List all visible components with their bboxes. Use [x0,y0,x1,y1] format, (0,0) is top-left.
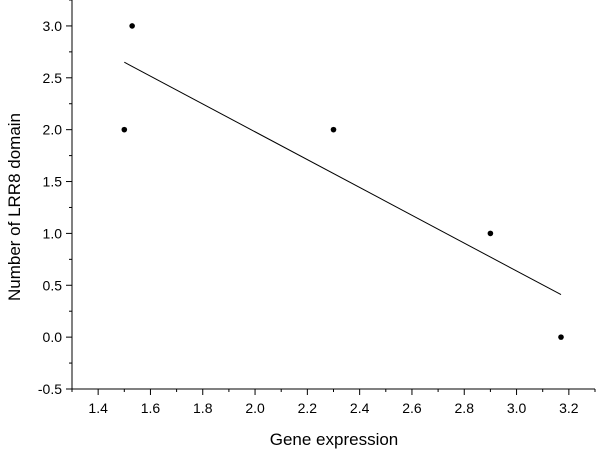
y-tick-label: 1.0 [43,225,63,241]
x-tick-label: 2.6 [402,400,422,416]
y-tick-label: 1.5 [43,174,63,190]
x-tick-label: 2.0 [245,400,265,416]
y-tick-label: 0.5 [43,277,63,293]
y-tick-label: 2.0 [43,122,63,138]
x-tick-label: 2.2 [298,400,318,416]
x-axis-title: Gene expression [270,430,399,449]
x-tick-label: 1.6 [141,400,161,416]
x-tick-label: 1.4 [88,400,108,416]
data-point [558,334,564,340]
axes [71,0,595,390]
x-tick-label: 2.4 [350,400,370,416]
y-tick-label: -0.5 [38,381,62,397]
y-tick-label: 3.0 [43,18,63,34]
x-tick-label: 1.8 [193,400,213,416]
y-axis-title: Number of LRR8 domain [5,113,24,301]
data-point [487,230,494,237]
x-tick-label: 2.8 [455,400,475,416]
y-tick-label: 0.0 [43,329,63,345]
regression-line [124,61,562,296]
y-axis-ticks: -0.5 0.0 0.5 1.0 1.5 2.0 2.5 3.0 [38,0,72,397]
data-point [129,23,135,29]
data-point [330,126,337,133]
y-tick-label: 2.5 [43,70,63,86]
regression-line-group [124,61,562,296]
data-point [121,126,128,133]
x-tick-label: 3.0 [507,400,527,416]
x-tick-label: 3.2 [559,400,579,416]
data-points [121,23,564,340]
x-axis-ticks: 1.4 1.6 1.8 2.0 2.2 2.4 2.6 2.8 3.0 3.2 [71,389,596,416]
